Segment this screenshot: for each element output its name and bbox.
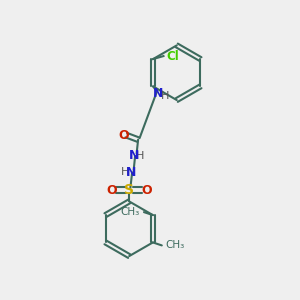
- Text: Cl: Cl: [167, 50, 179, 63]
- Text: N: N: [153, 87, 164, 100]
- Text: O: O: [118, 129, 129, 142]
- Text: O: O: [142, 184, 152, 196]
- Text: N: N: [128, 149, 139, 162]
- Text: H: H: [161, 91, 169, 101]
- Text: CH₃: CH₃: [121, 207, 140, 217]
- Text: N: N: [125, 166, 136, 179]
- Text: O: O: [106, 184, 117, 196]
- Text: S: S: [124, 183, 134, 197]
- Text: H: H: [136, 151, 145, 161]
- Text: H: H: [121, 167, 129, 177]
- Text: CH₃: CH₃: [166, 240, 185, 250]
